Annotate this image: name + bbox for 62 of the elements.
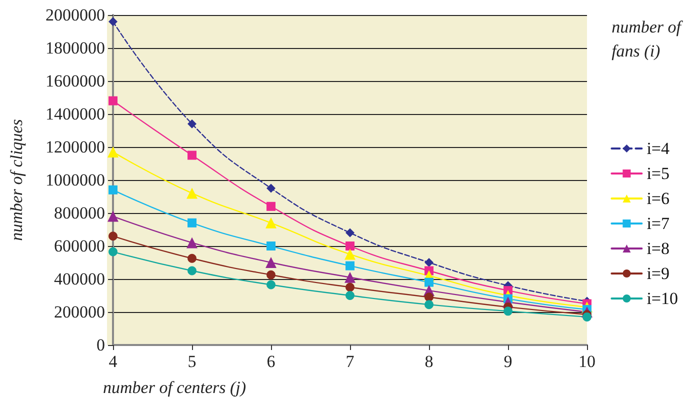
point bbox=[186, 188, 198, 199]
y-tick-label: 0 bbox=[96, 336, 105, 354]
point bbox=[344, 272, 356, 283]
point bbox=[344, 248, 356, 260]
x-tick-label: 7 bbox=[346, 352, 355, 371]
point bbox=[266, 184, 276, 193]
point bbox=[108, 210, 118, 222]
legend-label: i=7 bbox=[646, 214, 670, 233]
point bbox=[582, 312, 592, 322]
point bbox=[346, 291, 354, 300]
point bbox=[266, 242, 276, 250]
y-tick-label: 1200000 bbox=[46, 138, 105, 156]
point bbox=[188, 218, 196, 228]
point bbox=[346, 242, 354, 250]
point bbox=[108, 185, 118, 194]
point bbox=[188, 266, 196, 276]
point bbox=[346, 282, 354, 292]
x-tick-label: 5 bbox=[188, 352, 196, 371]
y-tick-label: 400000 bbox=[54, 270, 105, 288]
point bbox=[424, 300, 434, 310]
x-tick-label: 8 bbox=[424, 352, 434, 371]
point bbox=[188, 119, 196, 128]
y-tick-label: 1600000 bbox=[46, 72, 105, 90]
point bbox=[108, 232, 118, 241]
y-tick-label: 1000000 bbox=[46, 170, 105, 190]
point bbox=[266, 280, 276, 290]
point bbox=[424, 292, 434, 302]
point bbox=[424, 258, 434, 267]
point bbox=[266, 217, 276, 228]
x-tick-label: 4 bbox=[108, 352, 118, 371]
point bbox=[108, 247, 118, 256]
y-tick-label: 800000 bbox=[54, 204, 105, 222]
point bbox=[108, 146, 118, 158]
point bbox=[266, 270, 276, 280]
point bbox=[108, 17, 118, 26]
y-axis-title: number of cliques bbox=[7, 118, 26, 241]
point bbox=[266, 257, 276, 268]
point bbox=[188, 254, 196, 263]
y-tick-label: 600000 bbox=[54, 236, 105, 256]
y-tick-label: 200000 bbox=[54, 302, 105, 322]
point bbox=[346, 228, 354, 238]
point bbox=[504, 306, 512, 316]
point bbox=[266, 202, 276, 211]
point bbox=[108, 96, 118, 106]
legend-label: i=4 bbox=[646, 139, 670, 158]
legend-label: i=6 bbox=[646, 189, 670, 208]
y-tick-label: 1400000 bbox=[46, 104, 105, 124]
legend-label: i=9 bbox=[646, 264, 670, 283]
y-tick-label: 1800000 bbox=[46, 38, 105, 58]
legend-title: number of fans (i) bbox=[612, 18, 684, 60]
legend-label: i=8 bbox=[646, 239, 670, 258]
point bbox=[346, 261, 354, 270]
x-tick-label: 9 bbox=[504, 352, 512, 371]
legend-label: i=10 bbox=[646, 289, 678, 308]
x-axis-title: number of centers (j) bbox=[103, 378, 246, 397]
y-tick-label: 2000000 bbox=[46, 6, 105, 24]
x-tick-label: 6 bbox=[266, 352, 276, 371]
legend-label: i=5 bbox=[646, 164, 670, 183]
point bbox=[188, 150, 196, 160]
point bbox=[186, 237, 198, 248]
point bbox=[424, 278, 434, 287]
x-tick-label: 10 bbox=[578, 352, 596, 371]
